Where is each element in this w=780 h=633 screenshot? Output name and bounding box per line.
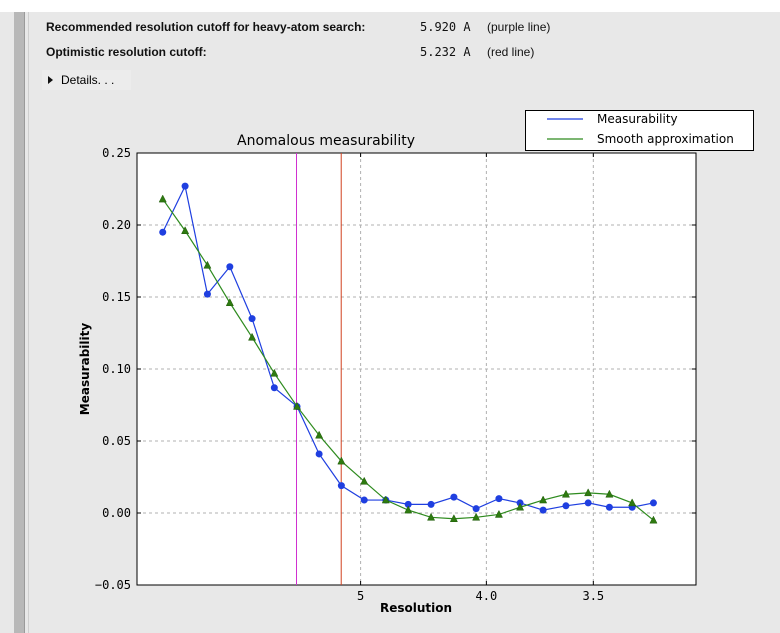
data-point-smooth xyxy=(270,368,279,377)
x-tick-label: 3.5 xyxy=(582,589,604,603)
optimistic-cutoff-value: 5.232 A xyxy=(420,45,471,59)
data-point-smooth xyxy=(158,194,167,203)
data-point-smooth xyxy=(181,226,190,235)
data-point-measurability xyxy=(315,450,323,458)
y-tick-label: 0.20 xyxy=(102,218,131,232)
data-point-measurability xyxy=(450,493,458,501)
y-tick-label: 0.00 xyxy=(102,506,131,520)
data-point-smooth xyxy=(605,489,614,498)
y-tick-label: −0.05 xyxy=(95,578,131,592)
details-disclosure[interactable]: Details. . . xyxy=(42,70,131,90)
data-point-smooth xyxy=(381,495,390,504)
x-tick-label: 5 xyxy=(357,589,364,603)
y-tick-label: 0.05 xyxy=(102,434,131,448)
sidebar-edge xyxy=(14,12,25,633)
window-top xyxy=(0,0,780,12)
data-point-measurability xyxy=(248,315,256,323)
y-tick-label: 0.25 xyxy=(102,146,131,160)
data-point-smooth xyxy=(449,514,458,523)
data-point-measurability xyxy=(337,482,345,490)
data-point-measurability xyxy=(181,182,189,190)
data-point-smooth xyxy=(248,332,257,341)
data-point-measurability xyxy=(605,503,613,511)
data-point-smooth xyxy=(225,298,234,307)
data-point-smooth xyxy=(649,515,658,524)
optimistic-cutoff-note: (red line) xyxy=(487,45,535,59)
data-point-smooth xyxy=(516,502,525,511)
legend: Measurability Smooth approximation xyxy=(525,110,754,151)
data-point-measurability xyxy=(159,228,167,236)
legend-label-smooth: Smooth approximation xyxy=(597,132,734,146)
recommended-cutoff-label: Recommended resolution cutoff for heavy-… xyxy=(46,20,366,34)
data-point-measurability xyxy=(584,499,592,507)
data-point-measurability xyxy=(472,505,480,513)
data-point-measurability xyxy=(270,384,278,392)
recommended-cutoff-note: (purple line) xyxy=(487,20,551,34)
data-point-smooth xyxy=(628,498,637,507)
data-point-measurability xyxy=(495,495,503,503)
data-point-smooth xyxy=(494,509,503,518)
data-point-smooth xyxy=(539,495,548,504)
legend-label-measurability: Measurability xyxy=(597,112,678,126)
y-axis-label: Measurability xyxy=(78,323,92,416)
chart-title: Anomalous measurability xyxy=(237,133,415,149)
data-point-smooth xyxy=(337,456,346,465)
data-point-measurability xyxy=(404,500,412,508)
x-axis-label: Resolution xyxy=(380,601,452,615)
data-point-measurability xyxy=(203,290,211,298)
y-tick-label: 0.15 xyxy=(102,290,131,304)
data-point-measurability xyxy=(360,496,368,504)
data-point-measurability xyxy=(226,263,234,271)
data-point-smooth xyxy=(427,512,436,521)
recommended-cutoff-value: 5.920 A xyxy=(420,20,471,34)
optimistic-cutoff-label: Optimistic resolution cutoff: xyxy=(46,45,207,59)
data-point-measurability xyxy=(649,499,657,507)
data-point-smooth xyxy=(584,488,593,497)
divider xyxy=(28,12,29,633)
details-label: Details. . . xyxy=(61,73,115,87)
disclosure-triangle-icon xyxy=(48,76,53,84)
data-point-measurability xyxy=(562,502,570,510)
data-point-measurability xyxy=(539,506,547,514)
data-point-smooth xyxy=(203,260,212,269)
data-point-smooth xyxy=(472,512,481,521)
data-point-smooth xyxy=(315,430,324,439)
x-tick-label: 4.0 xyxy=(476,589,498,603)
data-point-measurability xyxy=(427,500,435,508)
data-point-smooth xyxy=(404,505,413,514)
data-point-smooth xyxy=(360,476,369,485)
data-point-smooth xyxy=(293,401,302,410)
y-tick-label: 0.10 xyxy=(102,362,131,376)
data-point-smooth xyxy=(561,489,570,498)
